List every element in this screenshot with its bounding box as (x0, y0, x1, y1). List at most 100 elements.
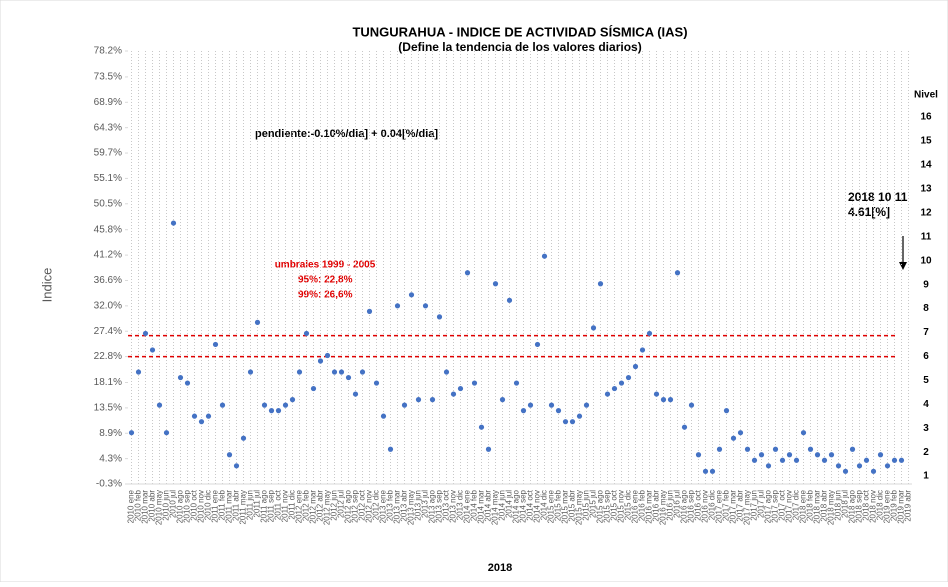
point (268, 408, 275, 414)
last-date: 2018 10 11 (848, 190, 908, 204)
x-tick-label: 2011 feb (218, 489, 227, 520)
x-tick-label: 2018 ago (848, 489, 857, 523)
x-tick-label: 2013 ago (428, 489, 437, 523)
x-tick-label: 2019 ene (883, 489, 892, 523)
x-tick-label: 2012 jul (337, 490, 346, 518)
point (478, 424, 485, 430)
x-tick-label: 2014 ago (512, 489, 521, 523)
x-tick-label: 2016 feb (638, 489, 647, 521)
point (464, 270, 471, 276)
x-tick-label: 2017 abr (736, 490, 745, 522)
point (324, 352, 331, 359)
x-tick-label: 2013 feb (386, 489, 395, 521)
y-tick-label: 50.5% (94, 198, 122, 209)
x-tick-label: 2011 jun (246, 490, 255, 520)
x-tick-label: 2012 abr (316, 490, 325, 522)
point (212, 341, 219, 348)
x-tick-label: 2016 sep (687, 489, 696, 522)
point (863, 457, 870, 463)
y-tick-label: 78.2% (94, 46, 122, 57)
x-tick-label: 2011 abr (232, 490, 241, 521)
point (513, 380, 520, 386)
x-tick-label: 2012 dic (372, 490, 381, 520)
point (877, 452, 884, 458)
y-tick-label: 41.2% (94, 250, 122, 261)
x-tick-label: 2012 ago (344, 489, 353, 523)
point (289, 397, 296, 403)
x-tick-label: 2010 jun (162, 490, 171, 521)
point (163, 430, 170, 436)
note-box (250, 122, 535, 144)
x-tick-label: 2015 dic (624, 490, 633, 520)
point (639, 347, 646, 353)
trend-note: pendiente:-0.10%/dia] + 0.04[%/dia] (255, 128, 438, 140)
y2-axis-label: Nivel (914, 90, 938, 101)
x-tick-label: 2013 may (407, 490, 416, 525)
x-tick-label: 2013 mar (393, 490, 402, 524)
point (450, 391, 457, 397)
point (800, 430, 807, 436)
point (499, 397, 506, 403)
x-tick-label: 2017 jun (750, 490, 759, 521)
point (548, 402, 555, 408)
point (793, 457, 800, 463)
x-tick-label: 2017 ene (715, 489, 724, 523)
point (870, 468, 877, 474)
x-tick-label: 2019 mar (897, 490, 906, 524)
point (485, 446, 492, 452)
x-tick-label: 2010 may (155, 490, 164, 525)
y-tick-label: 36.6% (94, 275, 122, 286)
point (359, 369, 366, 375)
point (191, 413, 198, 419)
x-tick-label: 2019 abr (904, 490, 913, 522)
point (261, 402, 268, 408)
y-tick-label: 18.1% (94, 377, 122, 388)
y-tick-label: 32.0% (94, 300, 122, 311)
y-tick-label: 13.5% (94, 403, 122, 414)
last-value: 4.61[%] (848, 205, 890, 219)
point (688, 402, 695, 408)
point (282, 402, 289, 408)
point (506, 297, 513, 303)
x-tick-label: 2012 ene (295, 489, 304, 523)
x-tick-label: 2018 sep (855, 489, 864, 522)
x-tick-label: 2012 sep (351, 489, 360, 522)
x-tick-label: 2017 may (743, 490, 752, 525)
y2-tick-label: 10 (920, 255, 932, 266)
point (730, 435, 737, 441)
x-tick-label: 2015 oct (610, 489, 619, 520)
x-tick-label: 2010 oct (190, 489, 199, 520)
x-tick-label: 2016 abr (652, 490, 661, 522)
point (156, 402, 163, 408)
point (492, 281, 499, 287)
x-tick-label: 2013 jun (414, 490, 423, 521)
point (807, 446, 814, 452)
point (219, 402, 226, 408)
x-tick-label: 2011 jul (253, 490, 262, 518)
x-tick-label: 2014 nov (533, 490, 542, 523)
x-tick-label: 2017 ago (764, 489, 773, 523)
point (457, 385, 464, 392)
point (198, 419, 205, 425)
y-tick-label: 59.7% (94, 148, 122, 159)
x-tick-label: 2014 sep (519, 489, 528, 522)
x-tick-label: 2016 jul (673, 490, 682, 518)
y-tick-label: 8.9% (99, 428, 122, 439)
point (576, 413, 583, 419)
point (828, 452, 835, 458)
x-tick-label: 2015 nov (617, 490, 626, 523)
x-tick-label: 2014 dic (540, 490, 549, 520)
y-tick-label: 73.5% (94, 72, 122, 83)
point (583, 402, 590, 408)
point (142, 330, 149, 337)
point (835, 463, 842, 469)
point (415, 397, 422, 403)
y-tick-label: 4.3% (99, 453, 122, 464)
point (674, 270, 681, 276)
x-tick-label: 2018 feb (806, 489, 815, 521)
point (317, 358, 324, 364)
x-tick-label: 2017 nov (785, 490, 794, 523)
y2-tick-label: 4 (923, 399, 929, 410)
point (177, 374, 184, 381)
